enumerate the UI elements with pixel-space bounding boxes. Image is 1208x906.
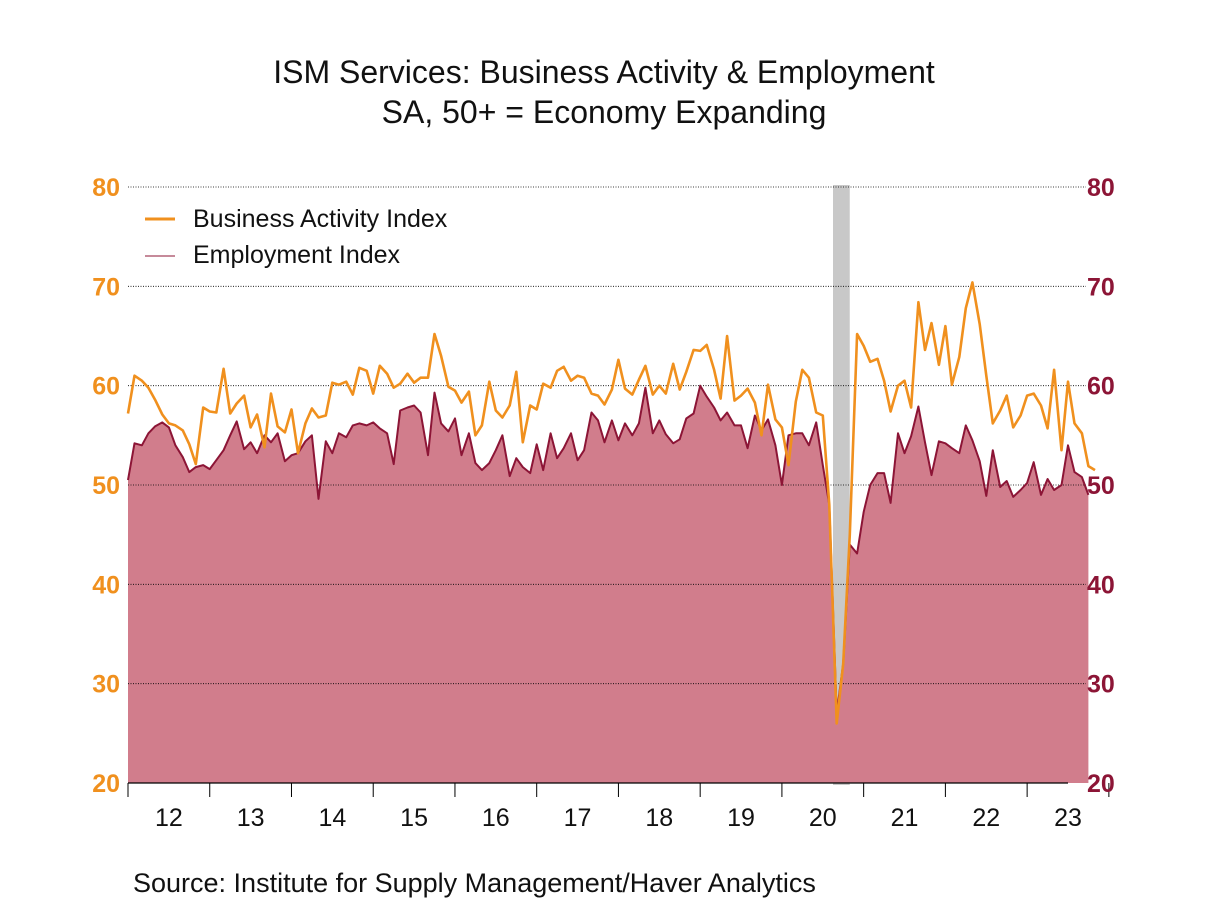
x-tick-label: 19 [727,804,755,832]
y-tick-label-right: 30 [1087,671,1115,699]
employment-line [127,384,1090,715]
x-tick-label: 18 [645,804,673,832]
y-tick-label-left: 80 [92,174,120,202]
y-tick-label-right: 40 [1087,571,1115,599]
y-tick-label-left: 20 [92,770,120,798]
chart-title: ISM Services: Business Activity & Employ… [273,54,935,90]
business-activity-line [126,281,1096,725]
legend-label-employment: Employment Index [193,241,401,269]
x-tick-label: 15 [400,804,428,832]
y-tick-label-right: 70 [1087,273,1115,301]
x-tick-label: 22 [972,804,1000,832]
x-tick-label: 12 [155,804,183,832]
x-tick-label: 20 [809,804,837,832]
y-tick-label-right: 80 [1087,174,1115,202]
y-tick-label-left: 60 [92,373,120,401]
x-tick-label: 14 [318,804,346,832]
x-tick-label: 21 [891,804,919,832]
y-tick-label-left: 40 [92,571,120,599]
chart-subtitle: SA, 50+ = Economy Expanding [381,94,827,130]
y-tick-label-right: 20 [1087,770,1115,798]
y-tick-label-left: 50 [92,472,120,500]
y-tick-label-right: 60 [1087,373,1115,401]
x-tick-label: 23 [1054,804,1082,832]
legend-label-business: Business Activity Index [193,205,448,233]
y-tick-label-left: 30 [92,671,120,699]
x-tick-label: 16 [482,804,510,832]
x-tick-label: 13 [237,804,265,832]
x-tick-label: 17 [564,804,592,832]
y-tick-label-right: 50 [1087,472,1115,500]
y-tick-label-left: 70 [92,273,120,301]
source-note: Source: Institute for Supply Management/… [133,868,816,898]
